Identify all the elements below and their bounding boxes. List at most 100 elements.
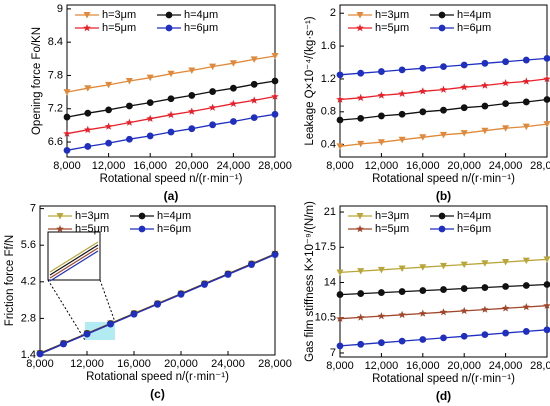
marker bbox=[63, 113, 71, 121]
marker bbox=[522, 123, 530, 131]
marker bbox=[419, 108, 427, 116]
legend-label: h=5μm bbox=[375, 223, 409, 235]
y-tick-label: 9 bbox=[57, 3, 63, 15]
marker bbox=[63, 146, 71, 154]
legend-label: h=5μm bbox=[375, 22, 409, 34]
y-tick-label: 1.2 bbox=[321, 73, 336, 85]
y-tick-label: 10.5 bbox=[315, 312, 336, 324]
marker bbox=[377, 91, 386, 99]
marker bbox=[357, 290, 365, 297]
marker bbox=[125, 135, 133, 143]
marker bbox=[356, 93, 365, 102]
inset-line bbox=[49, 244, 99, 276]
marker bbox=[398, 66, 406, 74]
x-tick-label: 8,000 bbox=[26, 358, 54, 370]
x-tick-label: 28,000 bbox=[258, 358, 292, 370]
marker bbox=[543, 74, 550, 83]
marker bbox=[250, 96, 258, 104]
marker bbox=[501, 304, 510, 312]
x-tick-label: 28,000 bbox=[530, 160, 550, 172]
x-tick-label: 16,000 bbox=[133, 160, 167, 172]
x-tick-label: 12,000 bbox=[92, 160, 126, 172]
x-axis-label: Rotational speed n/(r·min⁻¹) bbox=[100, 173, 243, 185]
marker bbox=[271, 77, 279, 85]
x-tick-label: 16,000 bbox=[117, 358, 151, 370]
marker bbox=[60, 340, 67, 348]
marker bbox=[460, 61, 468, 69]
marker bbox=[398, 136, 406, 144]
marker bbox=[250, 114, 258, 122]
legend-label: h=4μm bbox=[184, 9, 218, 21]
marker bbox=[84, 85, 92, 92]
legend-label: h=4μm bbox=[457, 210, 491, 222]
marker bbox=[165, 24, 173, 32]
marker bbox=[377, 266, 385, 274]
panel-caption: (b) bbox=[436, 189, 451, 203]
x-tick-label: 28,000 bbox=[258, 160, 292, 172]
marker bbox=[209, 88, 217, 95]
legend-label: h=6μm bbox=[457, 223, 491, 235]
y-axis-label: Opening force Fo/KN bbox=[31, 27, 43, 135]
marker bbox=[522, 98, 530, 106]
marker bbox=[398, 337, 406, 345]
inset-line bbox=[49, 250, 99, 282]
marker bbox=[356, 213, 364, 220]
y-tick-label: 21 bbox=[324, 206, 336, 218]
marker bbox=[543, 326, 550, 334]
x-tick-label: 20,000 bbox=[164, 358, 198, 370]
marker bbox=[377, 68, 385, 75]
x-tick-label: 12,000 bbox=[365, 160, 399, 172]
x-tick-label: 20,000 bbox=[447, 360, 481, 372]
marker bbox=[439, 85, 448, 93]
marker bbox=[481, 260, 489, 267]
x-tick-label: 8,000 bbox=[326, 160, 354, 172]
marker bbox=[398, 288, 406, 295]
marker bbox=[419, 336, 427, 343]
marker bbox=[481, 102, 489, 110]
marker bbox=[440, 131, 447, 139]
y-tick-label: 7.8 bbox=[48, 69, 63, 81]
marker bbox=[125, 78, 133, 85]
marker bbox=[357, 114, 365, 122]
x-axis-label: Rotational speed n/(r·min⁻¹) bbox=[372, 173, 515, 185]
x-tick-label: 24,000 bbox=[211, 358, 245, 370]
marker bbox=[357, 140, 365, 148]
marker bbox=[502, 283, 510, 290]
x-tick-label: 20,000 bbox=[447, 160, 481, 172]
marker bbox=[419, 287, 427, 294]
x-tick-label: 8,000 bbox=[326, 360, 354, 372]
marker bbox=[336, 291, 344, 298]
inset-connector bbox=[99, 279, 116, 323]
marker bbox=[543, 256, 550, 263]
marker bbox=[336, 342, 344, 350]
legend-label: h=6μm bbox=[157, 223, 191, 235]
marker bbox=[419, 264, 427, 271]
marker bbox=[438, 225, 446, 233]
marker bbox=[63, 89, 71, 96]
marker bbox=[125, 102, 133, 110]
marker bbox=[165, 11, 173, 19]
marker bbox=[167, 70, 175, 78]
panel-caption: (a) bbox=[164, 189, 179, 203]
y-tick-label: 7 bbox=[330, 347, 336, 359]
marker bbox=[209, 121, 217, 129]
marker bbox=[271, 53, 279, 60]
marker bbox=[224, 271, 232, 278]
y-axis-label: Leakage Q×10⁻⁴/(kg·s⁻¹) bbox=[304, 16, 316, 145]
marker bbox=[438, 24, 446, 32]
marker bbox=[356, 24, 364, 32]
legend-label: h=3μm bbox=[75, 210, 109, 222]
x-tick-label: 12,000 bbox=[70, 358, 104, 370]
marker bbox=[522, 282, 530, 289]
marker bbox=[167, 128, 175, 136]
marker bbox=[502, 58, 510, 66]
marker bbox=[201, 281, 208, 288]
marker bbox=[356, 313, 365, 321]
legend-label: h=3μm bbox=[375, 210, 409, 222]
marker bbox=[356, 225, 364, 233]
marker bbox=[357, 69, 365, 77]
marker bbox=[481, 284, 489, 291]
marker bbox=[56, 213, 64, 220]
marker bbox=[438, 212, 446, 220]
marker bbox=[336, 116, 344, 124]
